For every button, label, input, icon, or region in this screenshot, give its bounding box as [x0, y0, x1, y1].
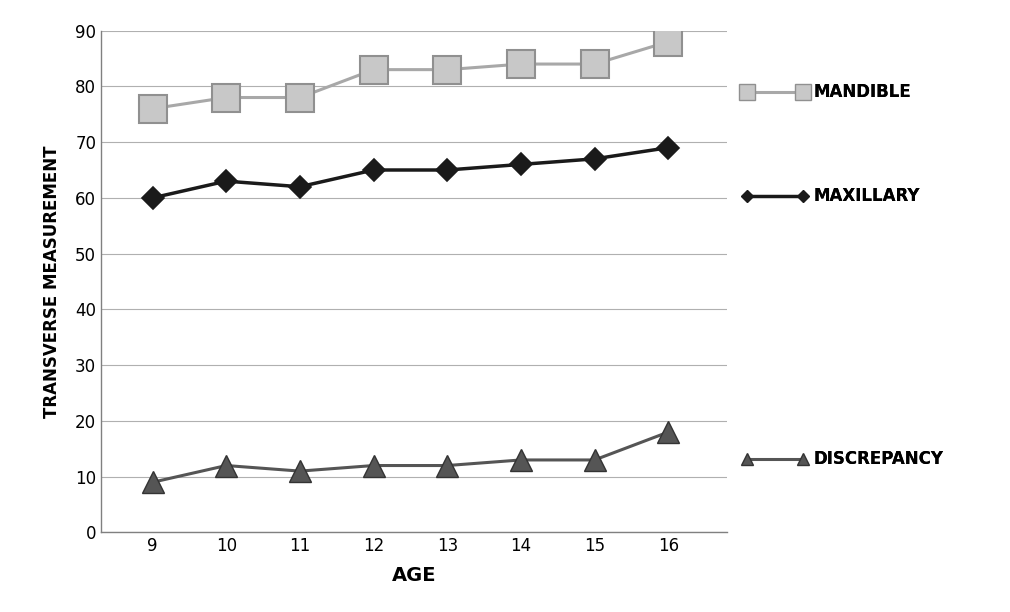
Text: DISCREPANCY: DISCREPANCY	[813, 450, 943, 468]
Text: DISCREPANCY: DISCREPANCY	[813, 450, 943, 468]
Text: MANDIBLE: MANDIBLE	[813, 83, 911, 101]
X-axis label: AGE: AGE	[392, 567, 436, 586]
Text: MAXILLARY: MAXILLARY	[813, 187, 919, 205]
Text: MANDIBLE: MANDIBLE	[813, 83, 911, 101]
Y-axis label: TRANSVERSE MEASUREMENT: TRANSVERSE MEASUREMENT	[43, 145, 62, 418]
Text: MAXILLARY: MAXILLARY	[813, 187, 919, 205]
